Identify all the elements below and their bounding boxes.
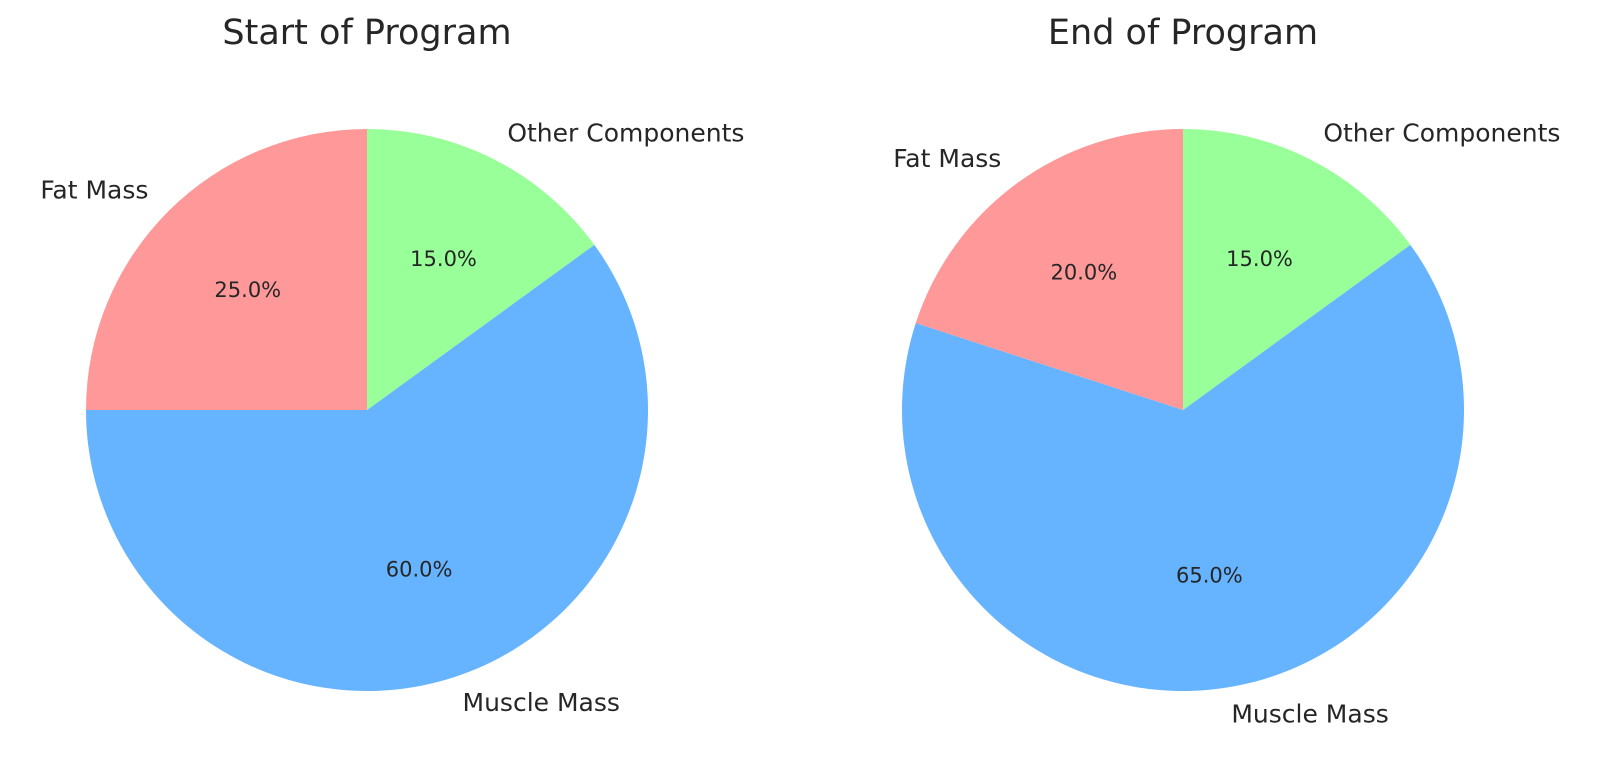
chart-title-start: Start of Program	[222, 13, 511, 53]
labels-end: Fat Mass 20.0% Muscle Mass 65.0% Other Compo…	[893, 119, 1560, 729]
slice-label-other-components: Other Components	[507, 119, 744, 148]
slice-label-muscle-mass: Muscle Mass	[1231, 699, 1388, 728]
pct-label-other-components: 15.0%	[410, 247, 477, 271]
slice-label-fat-mass: Fat Mass	[893, 144, 1001, 173]
chart-title-end: End of Program	[1048, 13, 1318, 53]
slice-label-fat-mass: Fat Mass	[40, 175, 148, 204]
pct-label-muscle-mass: 60.0%	[386, 557, 453, 581]
pie-slice-other-components	[367, 129, 595, 410]
slices-start	[86, 129, 649, 691]
pct-label-fat-mass: 20.0%	[1051, 261, 1118, 285]
slice-label-muscle-mass: Muscle Mass	[463, 688, 620, 717]
pct-label-fat-mass: 25.0%	[214, 278, 281, 302]
slices-end	[902, 129, 1464, 691]
pie-slice-muscle-mass	[86, 244, 649, 691]
pie-chart-end: End of Program Fat Mass 20.0% Muscle Mass 6…	[893, 13, 1560, 728]
pie-slice-muscle-mass	[902, 244, 1464, 691]
labels-start: Fat Mass 25.0% Muscle Mass 60.0% Other Compo…	[40, 119, 744, 717]
pie-chart-start: Start of Program Fat Mass 25.0% Muscle Mas…	[40, 13, 744, 717]
pie-slice-fat-mass	[915, 129, 1183, 410]
slice-label-other-components: Other Components	[1323, 119, 1560, 148]
pct-label-muscle-mass: 65.0%	[1176, 564, 1243, 588]
pie-slice-fat-mass	[86, 129, 367, 410]
pie-slice-other-components	[1183, 129, 1411, 410]
pct-label-other-components: 15.0%	[1226, 247, 1293, 271]
